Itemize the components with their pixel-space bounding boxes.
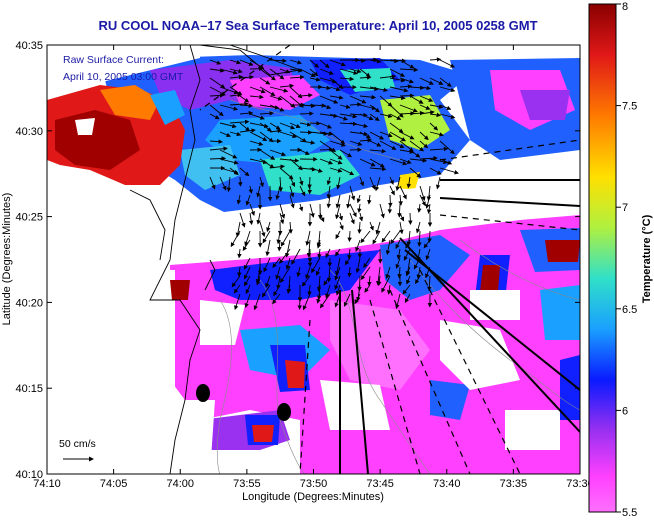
- x-tick-label: 74:00: [166, 478, 194, 490]
- current-vector: [400, 96, 414, 97]
- colorbar-tick-label: 5.5: [622, 507, 637, 518]
- colorbar-tick-label: 7.5: [622, 101, 637, 113]
- x-tick-label: 73:55: [233, 478, 261, 490]
- map-panel: Raw Surface Current: April 10, 2005 03:0…: [47, 45, 580, 474]
- current-vector: [300, 132, 312, 133]
- x-tick-label: 73:35: [500, 478, 528, 490]
- overlay-current-label: Raw Surface Current:: [63, 54, 164, 66]
- y-tick-label: 40:20: [15, 297, 43, 309]
- y-tick-label: 40:15: [15, 383, 43, 395]
- scale-vector-label: 50 cm/s: [59, 438, 96, 450]
- colorbar-ticks: 8 7.5 7 6.5 6 5.5: [616, 1, 637, 518]
- colorbar-tick-label: 6: [622, 405, 628, 417]
- y-tick-label: 40:10: [15, 469, 43, 481]
- current-vector: [320, 150, 333, 151]
- colorbar-tick-label: 6.5: [622, 304, 637, 316]
- colorbar: 8 7.5 7 6.5 6 5.5 Temperature (°C): [589, 1, 653, 518]
- y-tick-label: 40:25: [15, 212, 43, 224]
- current-vector: [410, 213, 411, 224]
- y-tick-label: 40:35: [15, 40, 43, 52]
- current-vector: [240, 177, 241, 186]
- current-vector: [349, 231, 350, 241]
- colorbar-tick-label: 7: [622, 202, 628, 214]
- current-vector: [300, 113, 313, 114]
- y-axis-label: Latitude (Degrees:Minutes): [1, 193, 13, 326]
- colorbar-tick-label: 8: [622, 1, 628, 13]
- current-vector: [310, 123, 320, 124]
- x-axis-label: Longitude (Degrees:Minutes): [242, 491, 384, 503]
- colorbar-gradient: [589, 4, 616, 512]
- x-tick-label: 74:05: [100, 478, 128, 490]
- overlay-current-time: April 10, 2005 03:00 GMT: [63, 71, 184, 83]
- x-tick-label: 73:50: [300, 478, 328, 490]
- buoy-marker: [277, 403, 291, 421]
- x-tick-label: 73:40: [433, 478, 461, 490]
- y-tick-label: 40:30: [15, 126, 43, 138]
- sst-field: [47, 45, 580, 474]
- x-tick-label: 73:45: [366, 478, 394, 490]
- figure-title: RU COOL NOAA–17 Sea Surface Temperature:…: [98, 18, 537, 33]
- buoy-marker: [196, 384, 210, 402]
- colorbar-label: Temperature (°C): [641, 214, 653, 303]
